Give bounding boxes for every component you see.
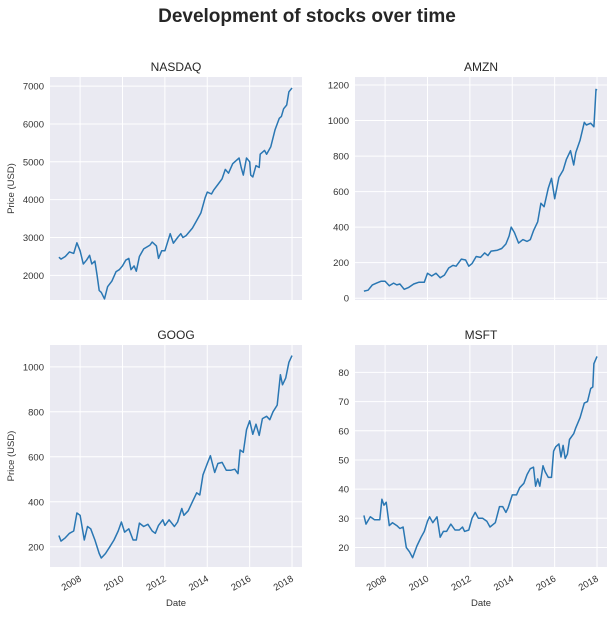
y-tick-label: 70 xyxy=(338,397,349,408)
x-tick-label: 2014 xyxy=(187,574,211,594)
x-tick-label: 2008 xyxy=(365,574,389,594)
y-tick-label: 800 xyxy=(28,407,44,418)
x-tick-label: 2018 xyxy=(577,574,601,594)
y-tick-label: 6000 xyxy=(23,119,44,130)
y-axis-label: Price (USD) xyxy=(6,163,17,214)
y-tick-label: 30 xyxy=(338,514,349,525)
y-tick-label: 5000 xyxy=(23,157,44,168)
subplot-title: AMZN xyxy=(464,60,498,74)
plot-area xyxy=(355,345,607,567)
y-tick-label: 80 xyxy=(338,368,349,379)
y-tick-label: 200 xyxy=(28,542,44,553)
x-tick-label: 2016 xyxy=(229,574,253,594)
y-tick-label: 0 xyxy=(344,294,349,305)
x-tick-label: 2018 xyxy=(272,574,296,594)
x-axis-label: Date xyxy=(471,598,491,609)
x-tick-label: 2010 xyxy=(102,574,126,594)
y-tick-label: 40 xyxy=(338,485,349,496)
subplot-goog: 200 400 600 800 1000 2008 2010 2012 2014 2016 2018… xyxy=(6,328,302,609)
series-line-amzn xyxy=(363,88,598,292)
y-tick-label: 800 xyxy=(333,152,349,163)
x-tick-label: 2008 xyxy=(60,574,84,594)
x-axis-label: Date xyxy=(166,598,186,609)
series-line-msft xyxy=(363,356,598,559)
y-tick-label: 600 xyxy=(333,187,349,198)
y-tick-label: 60 xyxy=(338,426,349,437)
y-tick-label: 7000 xyxy=(23,82,44,93)
subplot-title: NASDAQ xyxy=(151,60,202,74)
y-tick-label: 200 xyxy=(333,258,349,269)
x-tick-label: 2012 xyxy=(145,574,169,594)
y-axis-label: Price (USD) xyxy=(6,431,17,482)
x-tick-label: 2010 xyxy=(407,574,431,594)
y-tick-label: 2000 xyxy=(23,271,44,282)
y-tick-label: 400 xyxy=(333,223,349,234)
y-tick-label: 400 xyxy=(28,497,44,508)
series-line-goog xyxy=(58,355,293,559)
subplot-title: GOOG xyxy=(157,328,194,342)
y-tick-label: 1200 xyxy=(328,80,349,91)
x-tick-label: 2012 xyxy=(450,574,474,594)
plot-area xyxy=(50,345,302,567)
y-tick-label: 1000 xyxy=(328,116,349,127)
y-tick-label: 50 xyxy=(338,455,349,466)
plot-area xyxy=(50,77,302,300)
subplot-amzn: 0 200 400 600 800 1000 1200 AMZN xyxy=(328,60,607,305)
y-tick-label: 4000 xyxy=(23,195,44,206)
x-tick-label: 2016 xyxy=(534,574,558,594)
y-tick-label: 3000 xyxy=(23,233,44,244)
series-line-nasdaq xyxy=(58,87,293,300)
figure-title: Development of stocks over time xyxy=(158,6,456,27)
subplot-title: MSFT xyxy=(465,328,498,342)
subplot-msft: 20 30 40 50 60 70 80 2008 2010 2012 2014 2016 2018 MS… xyxy=(338,328,607,609)
y-tick-label: 600 xyxy=(28,452,44,463)
x-tick-label: 2014 xyxy=(492,574,516,594)
subplot-nasdaq: 2000 3000 4000 5000 6000 7000 NASDAQ Price (USD… xyxy=(6,60,302,300)
y-tick-label: 1000 xyxy=(23,362,44,373)
plot-area xyxy=(355,77,607,300)
y-tick-label: 20 xyxy=(338,543,349,554)
